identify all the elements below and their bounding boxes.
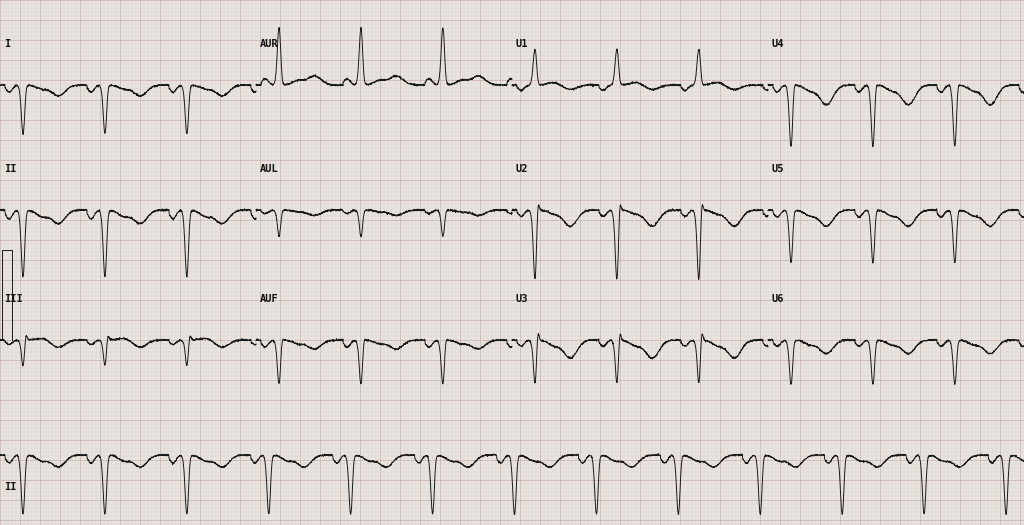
- Text: U3: U3: [516, 294, 528, 304]
- Text: U1: U1: [516, 39, 528, 49]
- Text: AUF: AUF: [260, 294, 279, 304]
- Text: AUL: AUL: [260, 164, 279, 174]
- Text: II: II: [4, 482, 16, 492]
- Text: II: II: [4, 164, 16, 174]
- Text: U6: U6: [772, 294, 784, 304]
- Text: I: I: [4, 39, 10, 49]
- Text: AUR: AUR: [260, 39, 279, 49]
- Text: U5: U5: [772, 164, 784, 174]
- Text: III: III: [4, 294, 23, 304]
- Text: U2: U2: [516, 164, 528, 174]
- Text: U4: U4: [772, 39, 784, 49]
